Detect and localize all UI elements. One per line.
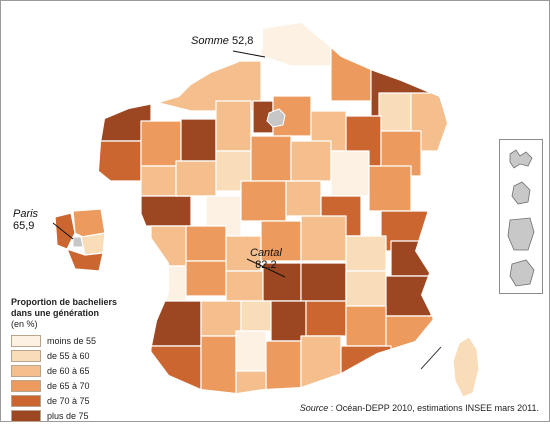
- somme-name: Somme: [191, 35, 229, 47]
- somme-leader: [232, 50, 266, 58]
- department[interactable]: [345, 270, 387, 307]
- legend-swatch: [11, 409, 41, 422]
- legend-row: de 55 à 60: [11, 349, 171, 362]
- legend-row: plus de 75: [11, 409, 171, 422]
- department[interactable]: [290, 140, 332, 182]
- cantal-leader: [246, 258, 286, 278]
- department[interactable]: [380, 130, 422, 177]
- legend-title-line1: Proportion de bacheliers: [11, 297, 118, 307]
- department[interactable]: [240, 300, 272, 332]
- department[interactable]: [225, 270, 264, 302]
- department[interactable]: [150, 225, 187, 267]
- department[interactable]: [215, 100, 252, 152]
- department[interactable]: [66, 248, 104, 272]
- cantal-callout: Cantal 82,2: [250, 247, 282, 271]
- department[interactable]: [185, 260, 227, 297]
- cantal-value: 82,2: [255, 259, 277, 271]
- legend-row: de 70 à 75: [11, 394, 171, 407]
- somme-value: 52,8: [231, 35, 254, 47]
- overseas-shapes: [507, 149, 535, 287]
- paris-name: Paris: [13, 208, 39, 220]
- department[interactable]: [200, 335, 237, 396]
- department[interactable]: [260, 21, 332, 67]
- department[interactable]: [240, 180, 287, 222]
- department[interactable]: [385, 275, 432, 317]
- department[interactable]: [385, 315, 434, 352]
- paris-leader: [52, 222, 74, 240]
- department[interactable]: [330, 40, 372, 102]
- overseas-inset: [499, 139, 543, 294]
- department[interactable]: [175, 160, 217, 197]
- legend-row: moins de 55: [11, 334, 171, 347]
- paris-center[interactable]: [72, 236, 84, 248]
- department[interactable]: [140, 195, 192, 227]
- paris-callout: Paris 65,9: [13, 208, 38, 232]
- department[interactable]: [378, 92, 412, 132]
- guadeloupe-shape[interactable]: [509, 149, 533, 169]
- reunion-shape[interactable]: [509, 259, 535, 287]
- source-label: Source: [299, 403, 329, 413]
- department[interactable]: [200, 300, 242, 337]
- legend-swatch: [11, 349, 41, 362]
- department[interactable]: [180, 118, 217, 162]
- department[interactable]: [300, 262, 347, 302]
- department[interactable]: [330, 150, 370, 197]
- department[interactable]: [235, 330, 267, 372]
- legend-swatch: [11, 394, 41, 407]
- legend-label: de 55 à 60: [47, 350, 90, 361]
- department[interactable]: [340, 345, 392, 396]
- guyane-shape[interactable]: [507, 217, 535, 251]
- department[interactable]: [345, 235, 387, 272]
- legend-label: de 60 à 65: [47, 365, 90, 376]
- department[interactable]: [140, 120, 182, 167]
- department[interactable]: [235, 370, 267, 396]
- department[interactable]: [80, 232, 106, 256]
- legend-title-line2: dans une génération: [11, 308, 100, 318]
- legend: Proportion de bacheliers dans une généra…: [11, 297, 171, 424]
- legend-label: de 70 à 75: [47, 395, 90, 406]
- source-text: : Océan-DEPP 2010, estimations INSEE mar…: [328, 403, 539, 413]
- department[interactable]: [300, 335, 342, 396]
- somme-callout: Somme 52,8: [191, 35, 253, 47]
- legend-row: de 65 à 70: [11, 379, 171, 392]
- department[interactable]: [250, 135, 292, 182]
- paris-inset: [54, 208, 106, 272]
- department[interactable]: [185, 225, 227, 262]
- department[interactable]: [368, 165, 412, 212]
- paris-department[interactable]: [266, 108, 286, 128]
- department[interactable]: [91, 140, 142, 182]
- cantal-name: Cantal: [250, 247, 282, 259]
- department[interactable]: [390, 240, 432, 277]
- legend-label: de 65 à 70: [47, 380, 90, 391]
- department[interactable]: [345, 305, 387, 347]
- legend-swatch: [11, 334, 41, 347]
- legend-unit: (en %): [11, 319, 38, 329]
- corsica-separator: [420, 346, 442, 370]
- department[interactable]: [285, 180, 322, 217]
- legend-row: de 60 à 65: [11, 364, 171, 377]
- department[interactable]: [305, 300, 347, 337]
- source-note: Source : Océan-DEPP 2010, estimations IN…: [300, 403, 539, 413]
- legend-swatch: [11, 364, 41, 377]
- department[interactable]: [270, 300, 307, 342]
- department[interactable]: [140, 165, 177, 197]
- paris-value: 65,9: [13, 220, 35, 232]
- legend-label: moins de 55: [47, 335, 97, 346]
- legend-swatch: [11, 379, 41, 392]
- martinique-shape[interactable]: [511, 181, 531, 205]
- department[interactable]: [265, 340, 302, 396]
- department[interactable]: [150, 265, 187, 302]
- department[interactable]: [300, 215, 347, 262]
- department[interactable]: [54, 212, 76, 250]
- legend-label: plus de 75: [47, 410, 89, 421]
- corsica[interactable]: [452, 336, 480, 398]
